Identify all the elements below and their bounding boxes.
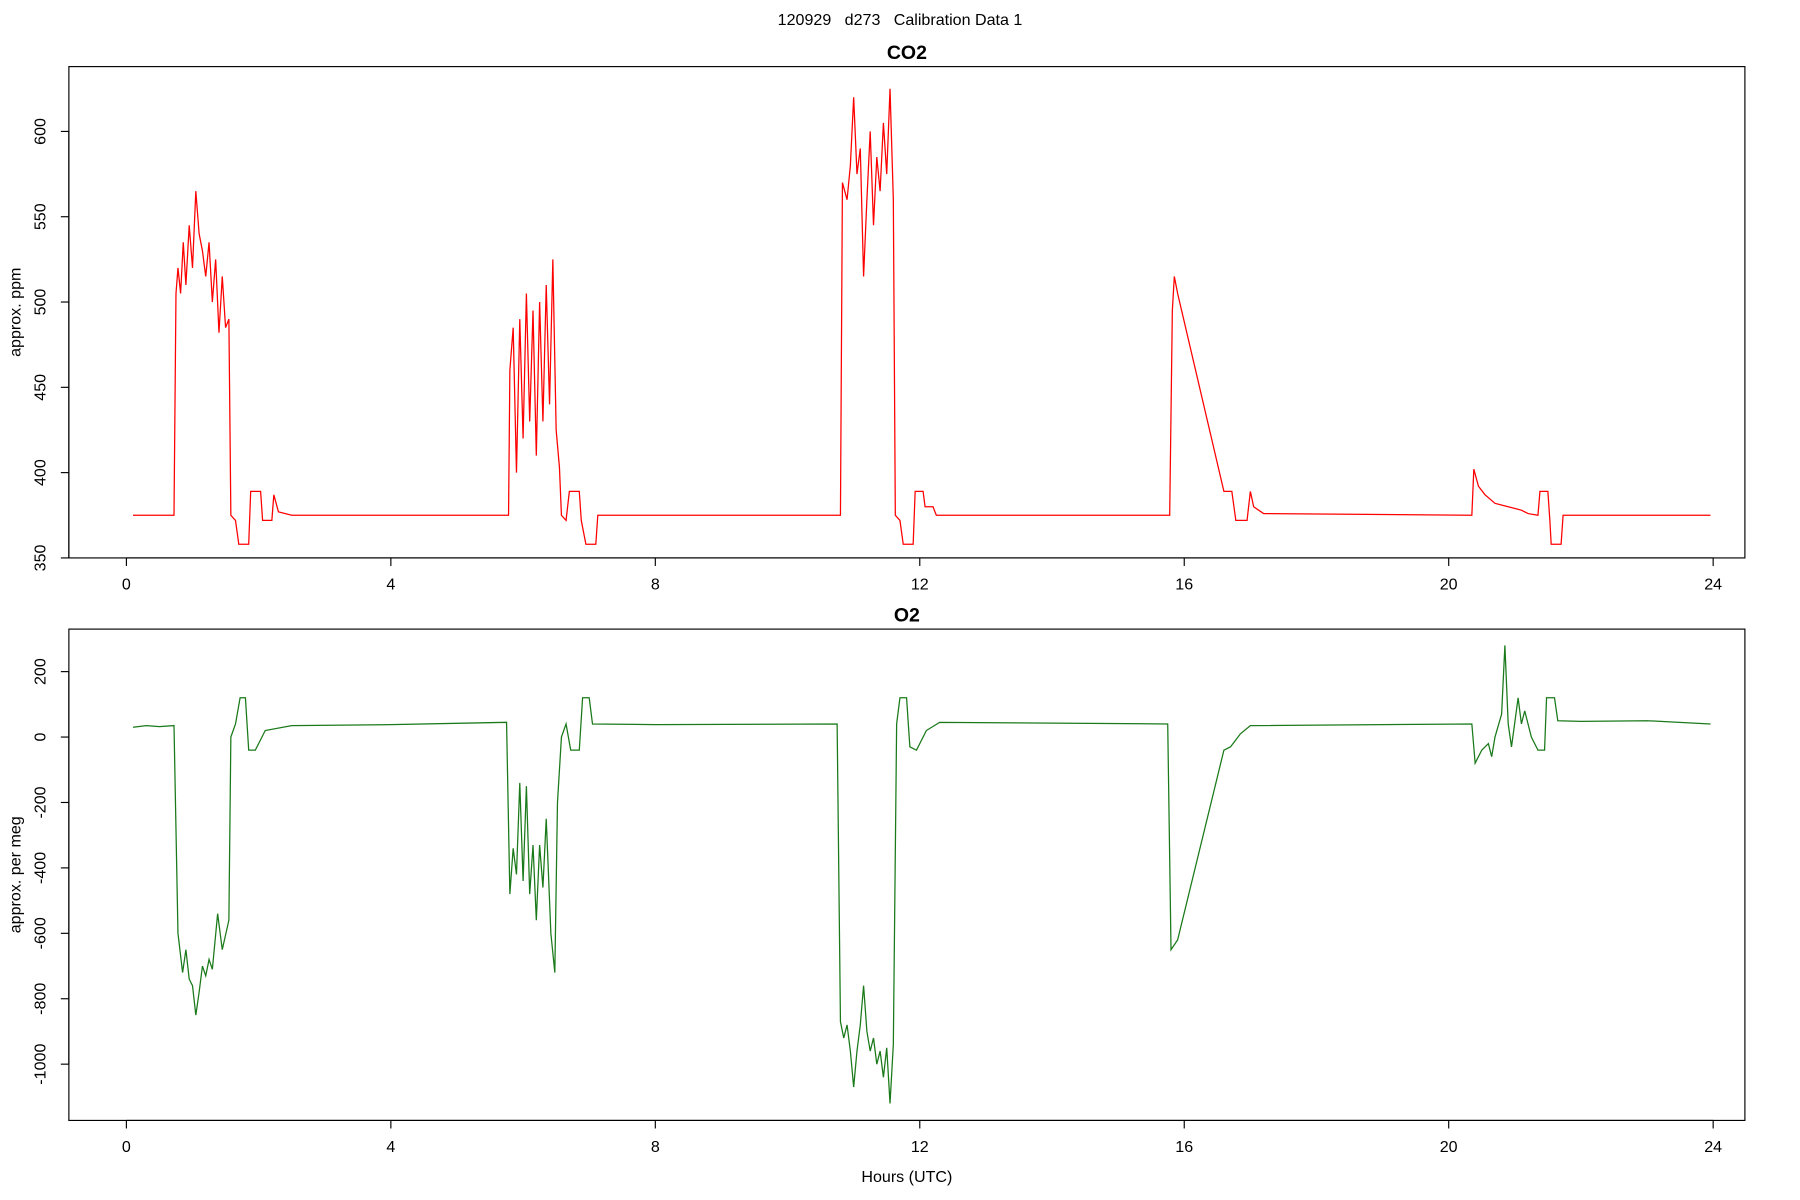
x-tick-label: 0 xyxy=(122,1138,131,1156)
x-tick-label: 12 xyxy=(911,1138,929,1156)
x-axis-label: Hours (UTC) xyxy=(861,1168,952,1186)
chart-title: O2 xyxy=(894,605,920,627)
x-tick-label: 16 xyxy=(1175,1138,1193,1156)
y-tick-label: 600 xyxy=(32,118,50,145)
x-tick-label: 4 xyxy=(386,576,395,594)
y-tick-label: 450 xyxy=(32,374,50,401)
y-axis-label: approx. per meg xyxy=(6,816,24,933)
y-tick-label: -600 xyxy=(32,917,50,949)
y-tick-label: -400 xyxy=(32,852,50,884)
figure-title: 120929 d273 Calibration Data 1 xyxy=(778,11,1023,29)
y-tick-label: 500 xyxy=(32,289,50,316)
y-tick-label: -1000 xyxy=(32,1044,50,1085)
x-tick-label: 8 xyxy=(651,576,660,594)
x-tick-label: 8 xyxy=(651,1138,660,1156)
y-tick-label: -200 xyxy=(32,786,50,818)
y-tick-label: 400 xyxy=(32,459,50,486)
x-tick-label: 0 xyxy=(122,576,131,594)
x-tick-label: 4 xyxy=(386,1138,395,1156)
y-tick-label: 0 xyxy=(32,733,50,742)
x-tick-label: 20 xyxy=(1440,576,1458,594)
data-line xyxy=(133,88,1711,545)
x-tick-label: 20 xyxy=(1440,1138,1458,1156)
x-tick-label: 24 xyxy=(1704,1138,1722,1156)
y-axis-label: approx. ppm xyxy=(6,268,24,357)
chart-title: CO2 xyxy=(887,42,927,64)
plot-frame xyxy=(68,66,1746,559)
x-tick-label: 12 xyxy=(911,576,929,594)
y-tick-label: -800 xyxy=(32,983,50,1015)
y-tick-label: 350 xyxy=(32,544,50,571)
y-tick-label: 200 xyxy=(32,658,50,685)
x-tick-label: 24 xyxy=(1704,576,1722,594)
x-tick-label: 16 xyxy=(1175,576,1193,594)
y-tick-label: 550 xyxy=(32,203,50,230)
data-line xyxy=(132,645,1711,1104)
